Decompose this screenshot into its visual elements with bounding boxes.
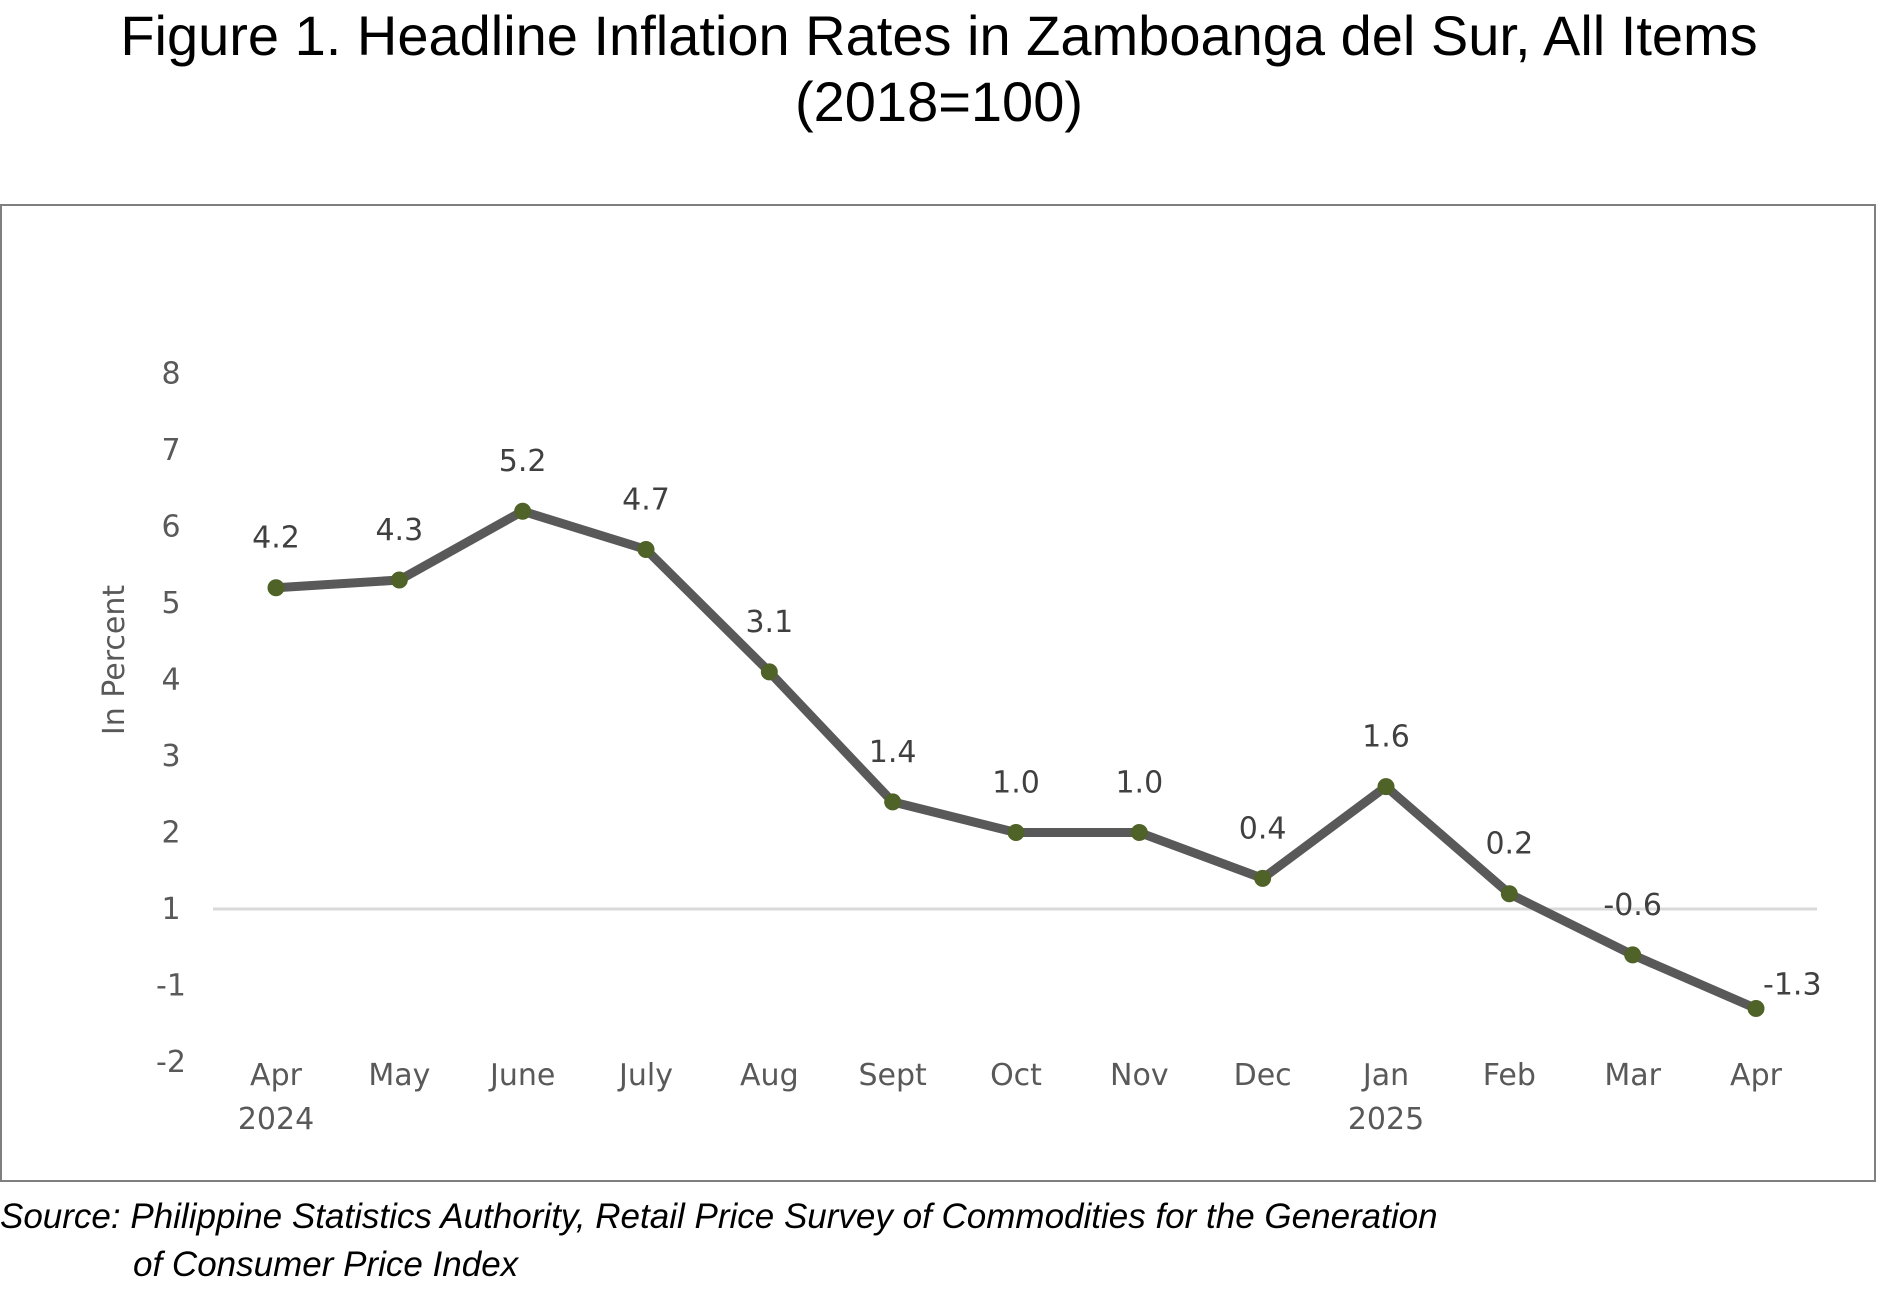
data-point [1377, 778, 1395, 796]
data-point [1007, 824, 1025, 841]
y-tick-label: 1 [161, 892, 180, 927]
data-label: 1.0 [1115, 766, 1163, 801]
y-tick-label: 4 [161, 663, 180, 698]
chart-frame [0, 204, 1876, 1182]
x-tick-labels: Apr 2024 May June July Aug Sept Oct Nov Dec Jan 202… [238, 1058, 1783, 1137]
data-point [637, 540, 655, 558]
x-tick-label: May [368, 1058, 430, 1093]
x-tick-label: Nov [1110, 1058, 1169, 1093]
source-line-1: Source: Philippine Statistics Authority,… [0, 1197, 1438, 1236]
data-label: 4.3 [375, 513, 423, 548]
y-tick-label: -2 [156, 1045, 186, 1080]
data-label: -0.6 [1603, 888, 1662, 923]
y-tick-label: 2 [161, 816, 180, 851]
source-line-2: of Consumer Price Index [133, 1245, 519, 1284]
data-label: 1.6 [1362, 720, 1410, 755]
x-tick-label: Apr [1730, 1058, 1783, 1093]
data-point [390, 571, 408, 589]
data-point [1624, 946, 1642, 964]
data-label: 4.2 [252, 521, 300, 556]
data-point [1130, 824, 1148, 841]
chart-subtitle: (2018=100) [794, 70, 1083, 133]
x-tick-label: Apr 2024 [238, 1058, 314, 1137]
data-point [1254, 869, 1272, 887]
x-tick-label: Oct [990, 1058, 1042, 1093]
data-label: -1.3 [1763, 967, 1822, 1002]
x-tick-label: July [617, 1058, 673, 1093]
x-tick-label: Feb [1483, 1058, 1536, 1093]
data-point [1500, 885, 1518, 903]
data-label: 1.0 [992, 766, 1040, 801]
y-tick-label: 3 [161, 739, 180, 774]
y-axis-label: In Percent [97, 585, 132, 736]
x-tick-label: June [488, 1058, 555, 1093]
x-tick-label: Jan 2025 [1348, 1058, 1424, 1137]
data-label: 5.2 [499, 444, 547, 479]
y-tick-labels: 8 7 6 5 4 3 2 1 -1 -2 [156, 357, 186, 1081]
data-label: 1.4 [869, 735, 917, 770]
x-tick-label: Dec [1234, 1058, 1292, 1093]
data-markers [267, 502, 1765, 1017]
data-label: 4.7 [622, 482, 670, 517]
data-label: 3.1 [745, 605, 793, 640]
data-point [760, 663, 778, 681]
data-point [514, 502, 532, 520]
data-point [267, 579, 285, 597]
data-point [884, 793, 902, 811]
data-labels: 4.2 4.3 5.2 4.7 3.1 1.4 1.0 1.0 0.4 1.6 0.2 -0.6 -1.… [252, 444, 1821, 1002]
y-tick-label: -1 [156, 969, 186, 1004]
y-tick-label: 6 [161, 510, 180, 545]
chart-title: Figure 1. Headline Inflation Rates in Za… [120, 4, 1758, 67]
x-tick-label: Mar [1604, 1058, 1661, 1093]
data-label: 0.4 [1239, 811, 1287, 846]
y-tick-label: 7 [161, 433, 180, 468]
x-tick-label: Sept [859, 1058, 928, 1093]
data-point [1747, 999, 1765, 1017]
data-label: 0.2 [1485, 827, 1533, 862]
x-tick-label: Aug [740, 1058, 799, 1093]
y-tick-label: 8 [161, 357, 180, 392]
y-tick-label: 5 [161, 586, 180, 621]
